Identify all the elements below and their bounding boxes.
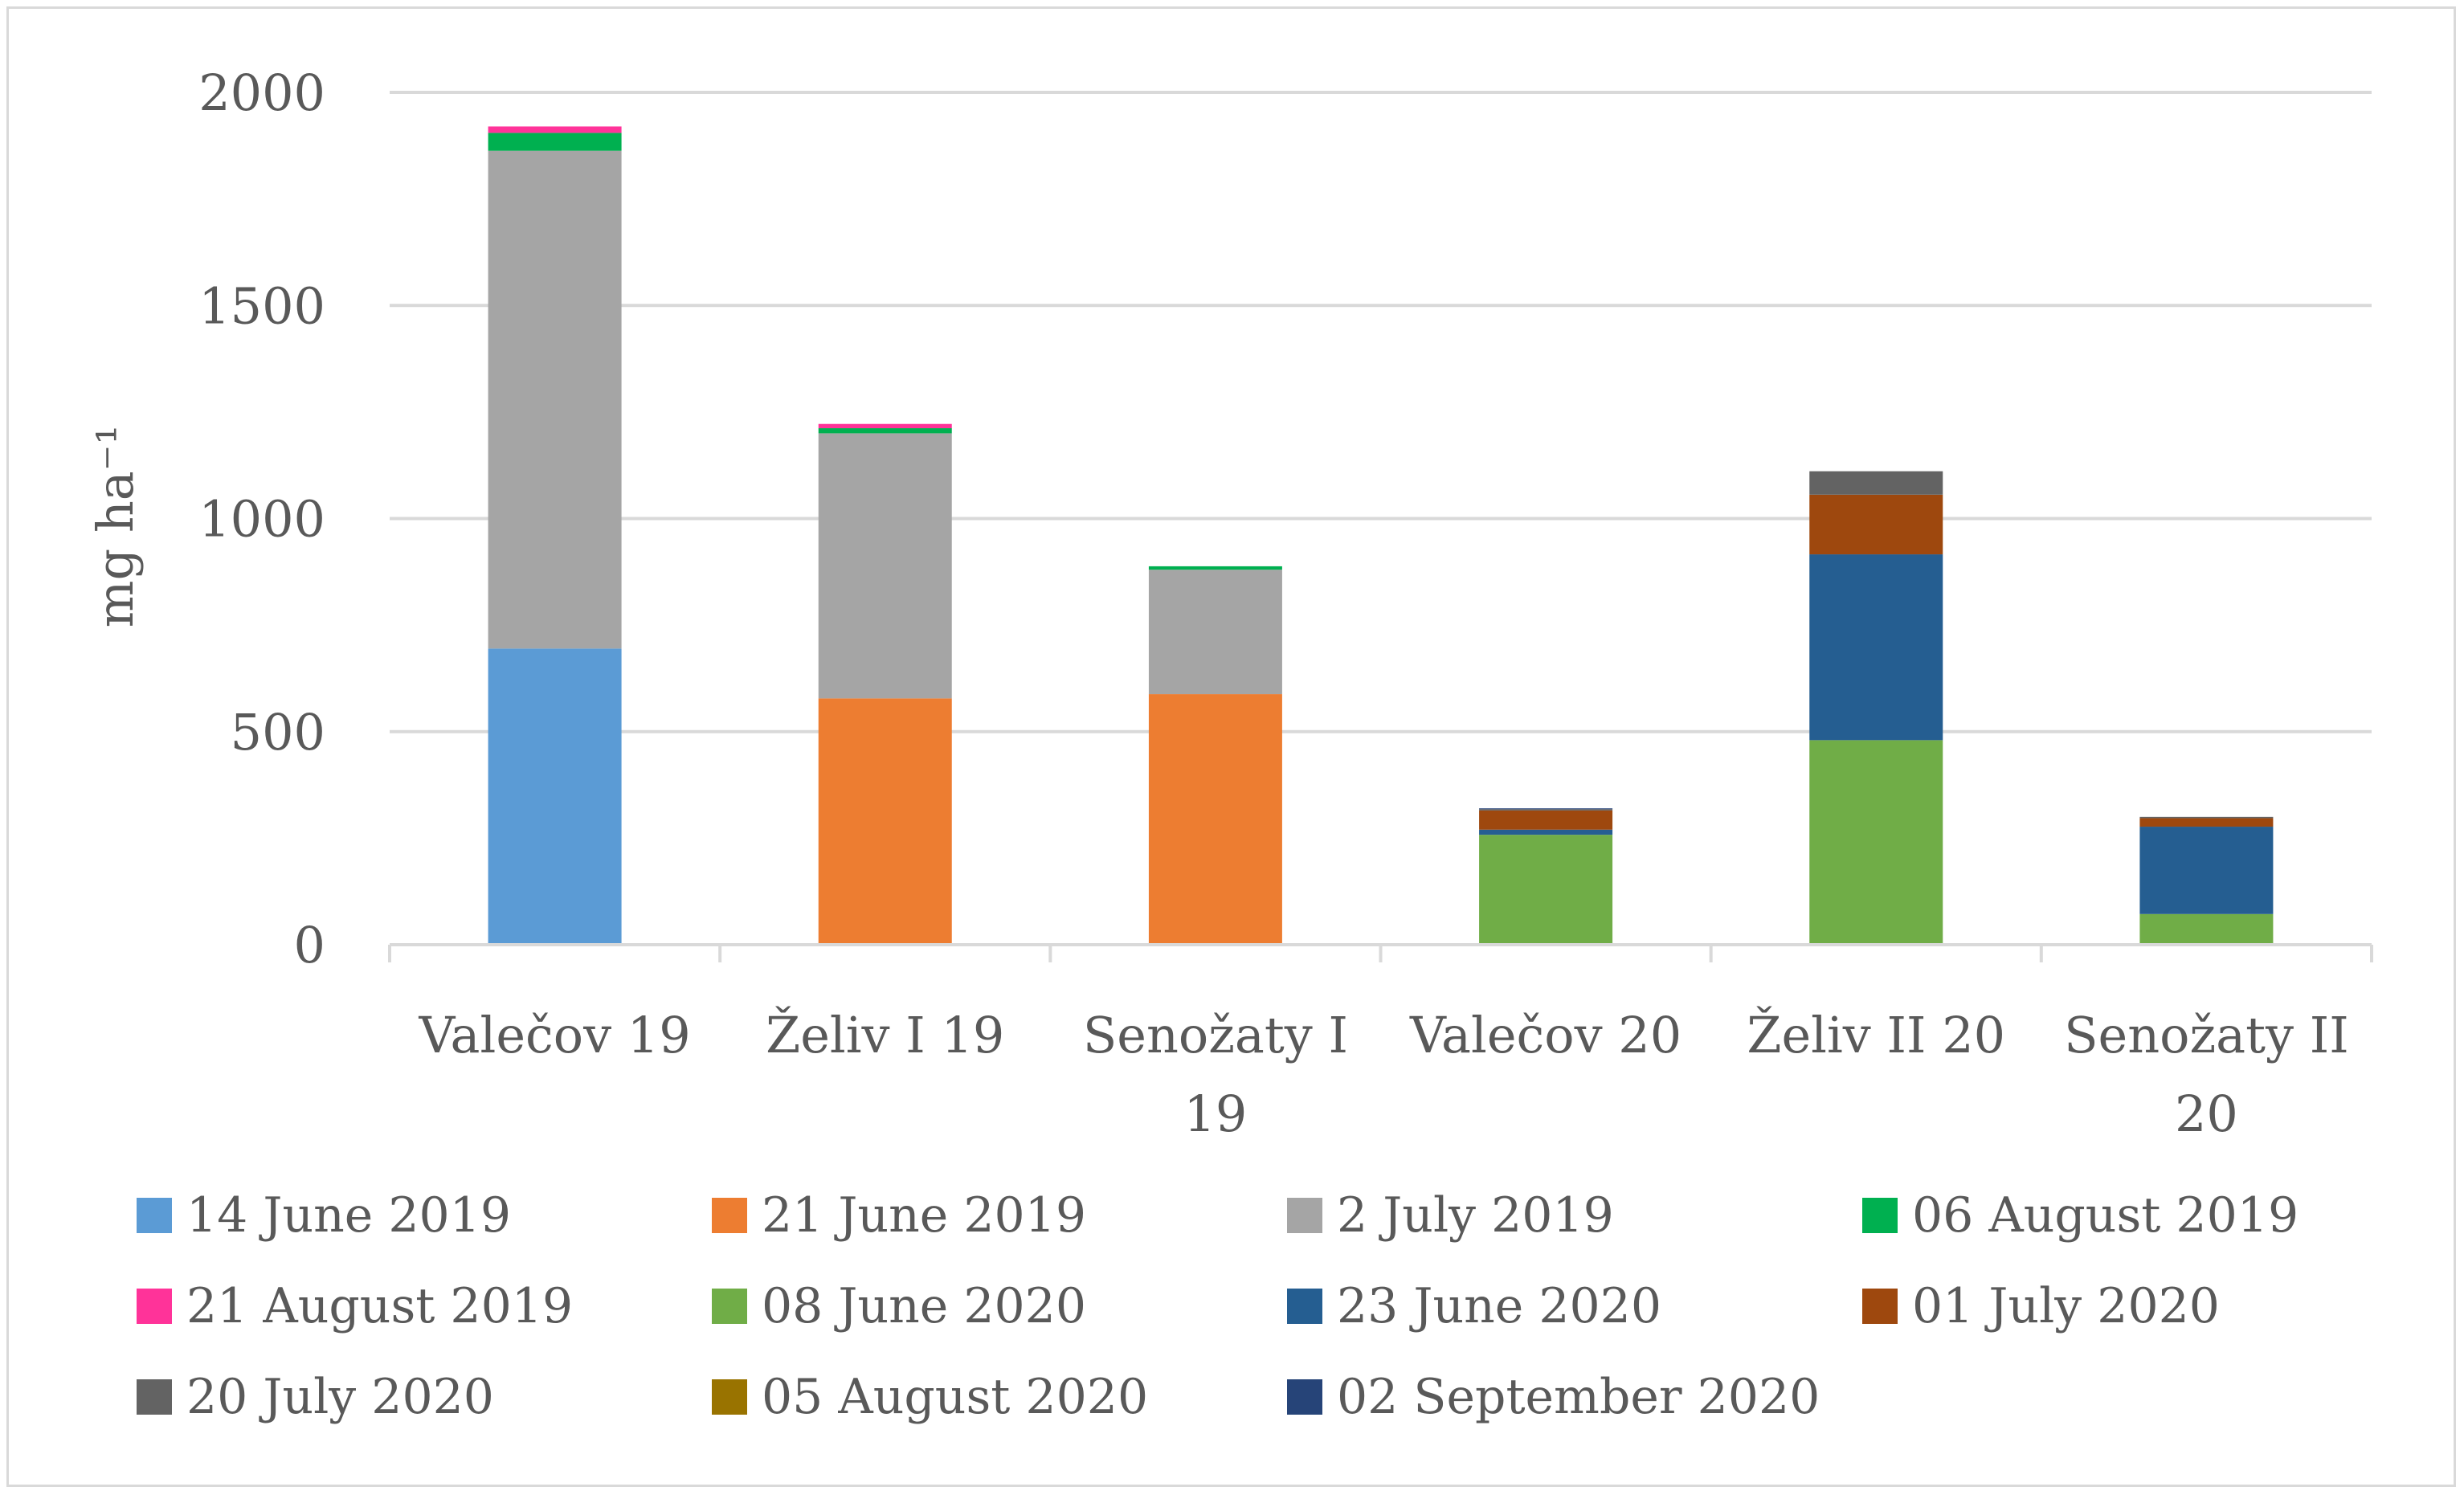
bar-segment	[1809, 740, 1943, 945]
bar-segment	[1809, 554, 1943, 741]
bar-segment	[488, 133, 622, 151]
legend-label: 02 September 2020	[1337, 1369, 1820, 1425]
legend-item: 08 June 2020	[712, 1278, 1086, 1334]
legend-swatch	[1862, 1289, 1898, 1324]
y-tick-labels: 0 500 1000 1500 2000	[198, 63, 325, 974]
y-tick-label: 500	[231, 703, 325, 762]
legend-item: 21 June 2019	[712, 1187, 1086, 1244]
bar-segment	[488, 126, 622, 133]
gridlines	[390, 91, 2372, 733]
legend-swatch	[1287, 1379, 1322, 1415]
y-axis-label: mg ha⁻¹	[86, 425, 145, 628]
bar-segment	[2139, 816, 2274, 819]
legend-label: 01 July 2020	[1912, 1278, 2220, 1334]
x-tick-label: Valečov 20	[1409, 1006, 1681, 1064]
bar-segment	[2139, 818, 2274, 827]
x-tick-label: 20	[2175, 1084, 2238, 1143]
bar-segment	[1809, 494, 1943, 555]
legend-swatch	[137, 1198, 172, 1233]
legend-item: 06 August 2019	[1862, 1187, 2299, 1244]
x-tick-label: Valečov 19	[418, 1006, 690, 1064]
legend-swatch	[1287, 1198, 1322, 1233]
legend-label: 06 August 2019	[1912, 1187, 2299, 1244]
bar-segment	[1809, 471, 1943, 495]
x-tick-label: Želiv II 20	[1747, 1006, 2005, 1064]
bar-segment	[1479, 808, 1613, 810]
x-tick-label: Senožaty II	[2064, 1006, 2349, 1064]
legend-label: 2 July 2019	[1337, 1187, 1614, 1244]
bar-segment	[2139, 827, 2274, 914]
legend-item: 20 July 2020	[137, 1369, 494, 1425]
legend-swatch	[1862, 1198, 1898, 1233]
bar-segment	[2139, 913, 2274, 945]
bar-segment	[1148, 694, 1282, 945]
x-tick-label: 19	[1183, 1084, 1247, 1143]
bars	[488, 126, 2274, 945]
bar-segment	[1479, 829, 1613, 835]
legend-label: 21 August 2019	[186, 1278, 574, 1334]
x-axis	[388, 943, 2373, 962]
bar-segment	[818, 698, 952, 945]
legend-swatch	[137, 1289, 172, 1324]
bar-segment	[1148, 570, 1282, 695]
bar-segment	[818, 428, 952, 434]
legend-item: 14 June 2019	[137, 1187, 511, 1244]
bar-segment	[818, 433, 952, 699]
x-tick-label: Senožaty I	[1083, 1006, 1348, 1064]
bar-segment	[818, 423, 952, 429]
legend-label: 05 August 2020	[762, 1369, 1149, 1425]
legend-item: 23 June 2020	[1287, 1278, 1661, 1334]
bar-segment	[488, 150, 622, 649]
legend-label: 08 June 2020	[762, 1278, 1087, 1334]
legend-label: 23 June 2020	[1337, 1278, 1662, 1334]
legend-label: 20 July 2020	[186, 1369, 494, 1425]
bar-segment	[1479, 835, 1613, 945]
legend-label: 21 June 2019	[762, 1187, 1087, 1244]
x-tick-label: Želiv I 19	[766, 1006, 1004, 1064]
legend-swatch	[712, 1198, 747, 1233]
y-tick-label: 1000	[198, 490, 325, 549]
legend-item: 02 September 2020	[1287, 1369, 1820, 1425]
legend-label: 14 June 2019	[186, 1187, 512, 1244]
bar-segment	[1479, 809, 1613, 811]
legend-item: 2 July 2019	[1287, 1187, 1614, 1244]
y-tick-label: 1500	[198, 276, 325, 335]
legend-item: 01 July 2020	[1862, 1278, 2220, 1334]
x-tick-labels: Valečov 19 Želiv I 19 Senožaty I 19 Valečov …	[418, 1006, 2348, 1143]
y-tick-label: 0	[294, 916, 325, 974]
legend-swatch	[712, 1379, 747, 1415]
bar-segment	[1479, 810, 1613, 830]
legend-item: 21 August 2019	[137, 1278, 573, 1334]
bar-segment	[488, 648, 622, 945]
legend-swatch	[137, 1379, 172, 1415]
legend-swatch	[1287, 1289, 1322, 1324]
legend-swatch	[712, 1289, 747, 1324]
legend-item: 05 August 2020	[712, 1369, 1148, 1425]
bar-segment	[1148, 566, 1282, 570]
y-tick-label: 2000	[198, 63, 325, 122]
